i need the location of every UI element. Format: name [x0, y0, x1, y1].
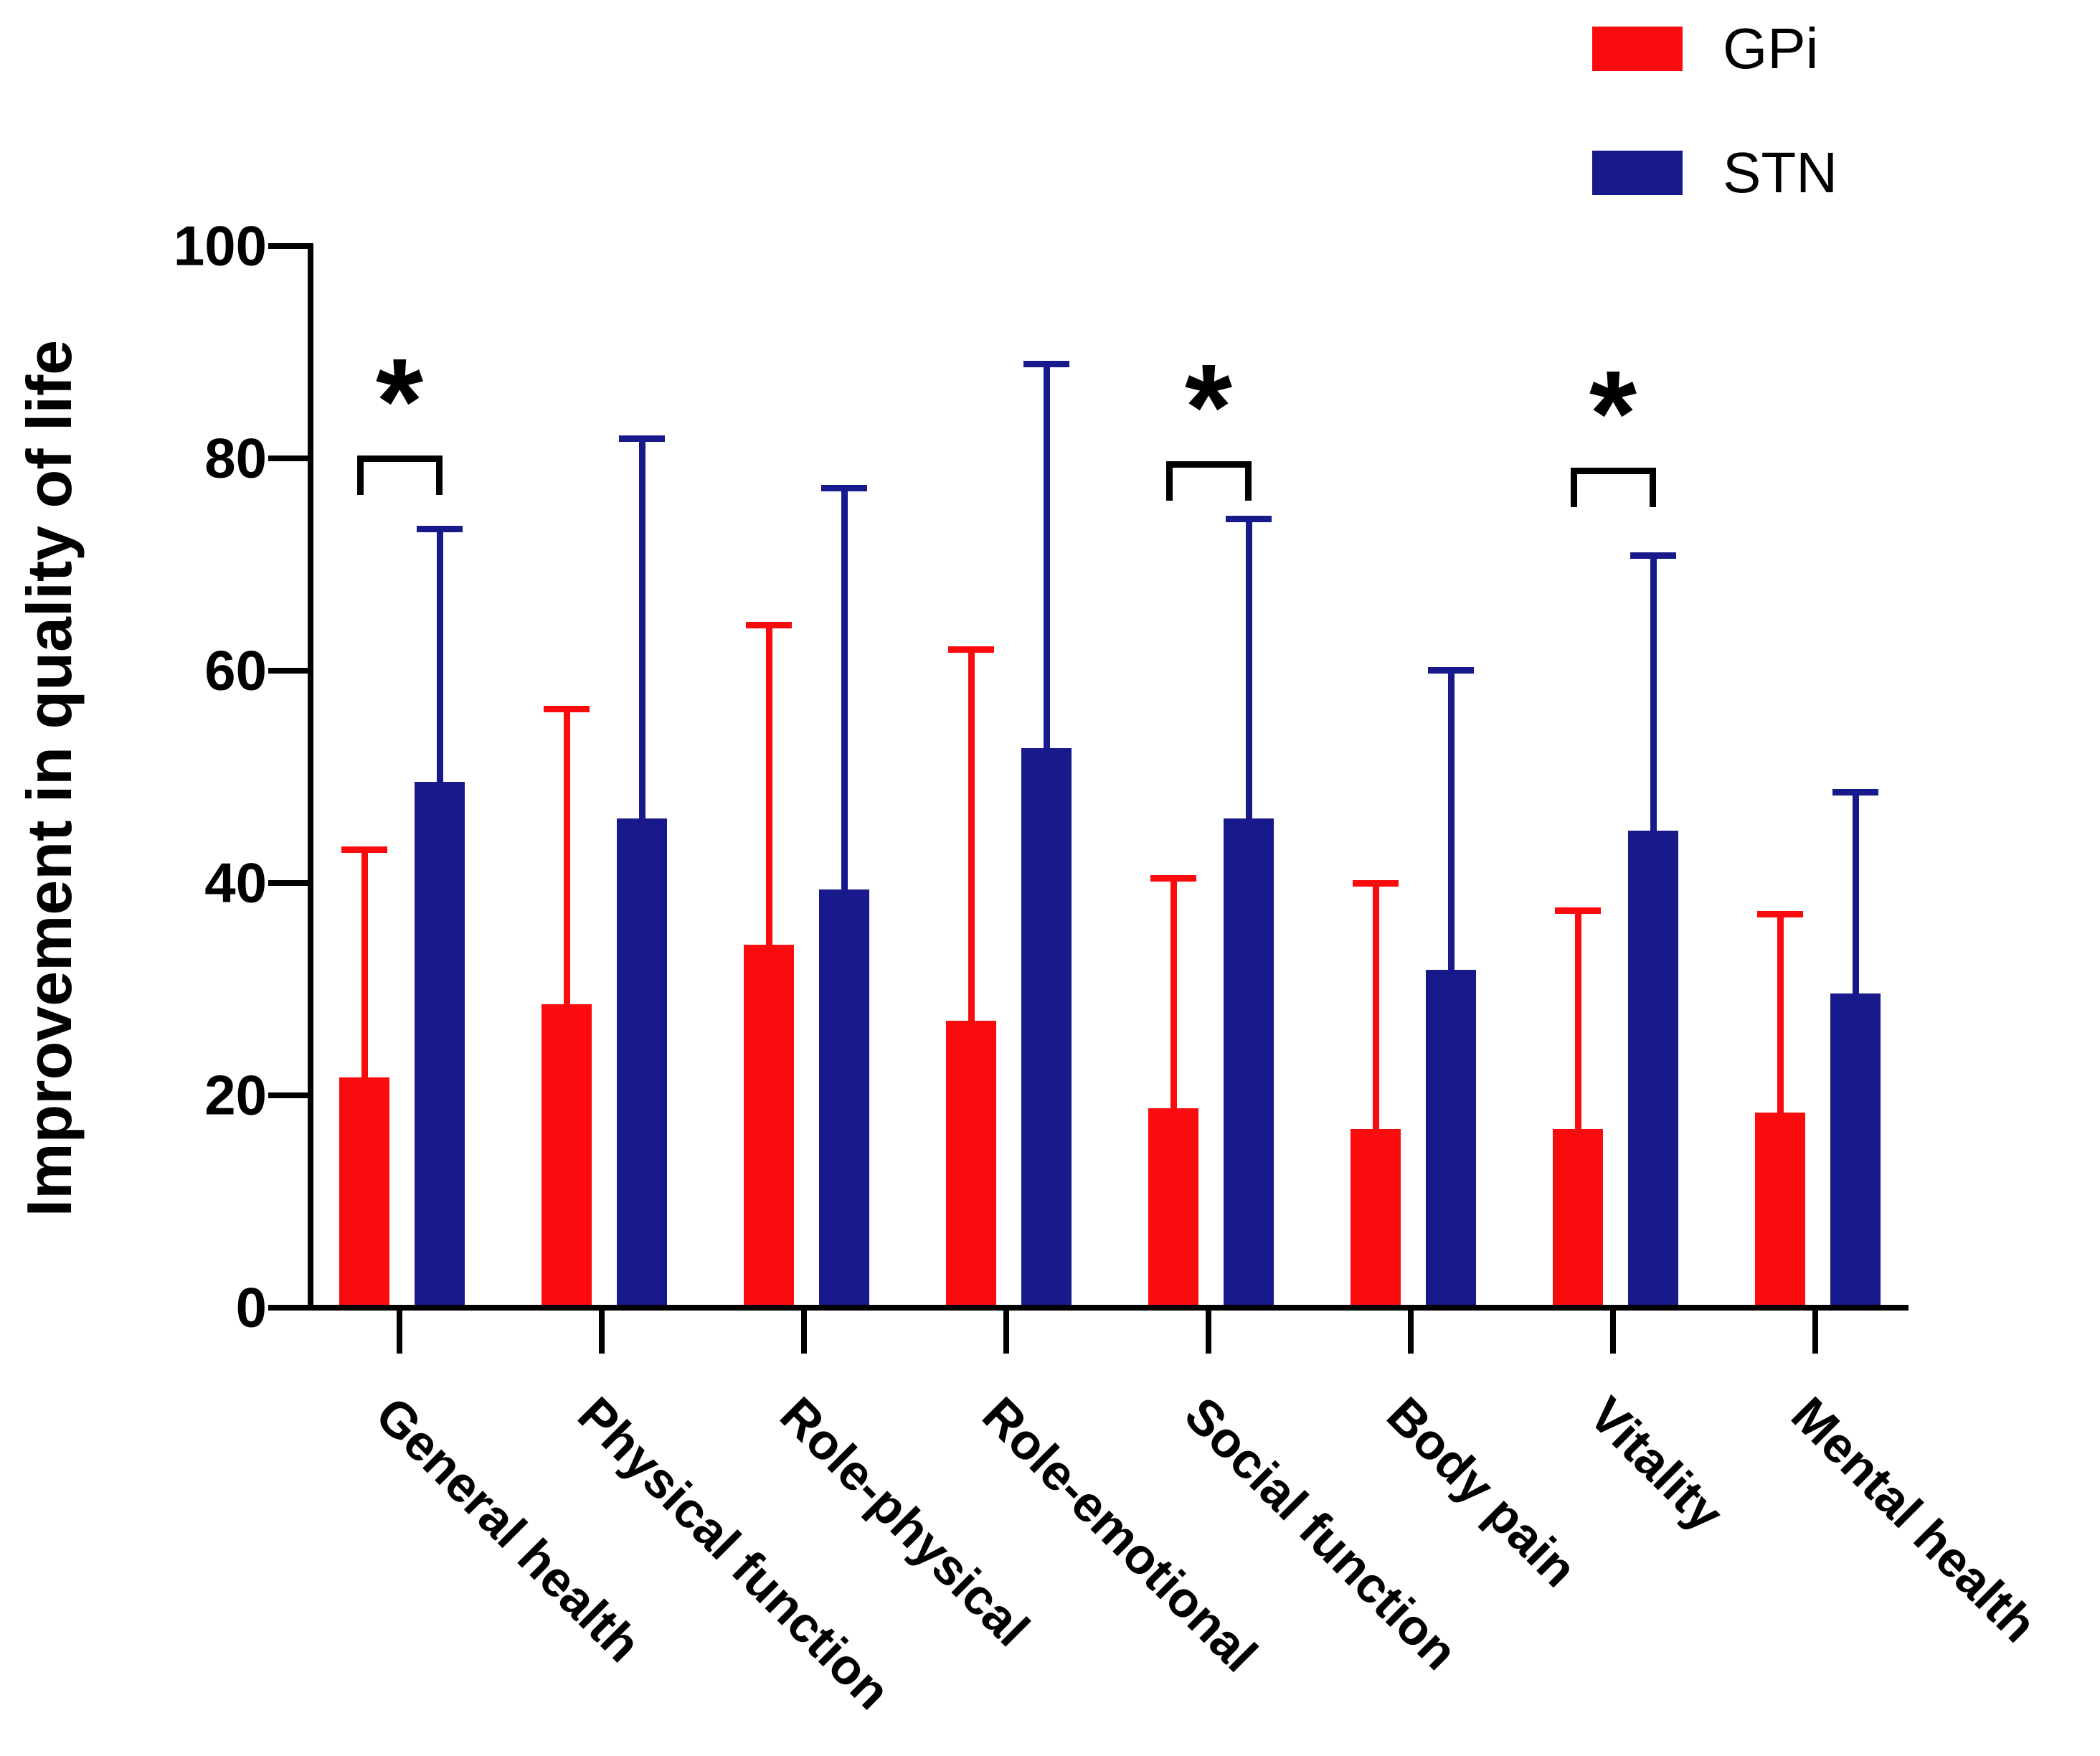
error-bar-cap: [619, 435, 665, 442]
bar-gpi-0: [339, 1077, 389, 1308]
bar-stn-6: [1628, 831, 1678, 1308]
significance-bracket-end: [436, 455, 443, 495]
error-bar-cap: [1428, 666, 1474, 674]
error-bar-cap: [341, 846, 387, 853]
legend-swatch-gpi: [1592, 27, 1683, 71]
error-bar-cap: [1832, 788, 1878, 796]
error-bar-cap: [417, 525, 463, 532]
bar-stn-2: [819, 889, 869, 1308]
y-tick-label: 40: [204, 851, 267, 915]
bar-stn-5: [1426, 970, 1476, 1308]
legend-label-gpi: GPi: [1723, 16, 1819, 80]
y-tick-label: 20: [204, 1063, 267, 1127]
bar-gpi-5: [1351, 1129, 1401, 1308]
y-tick-label: 80: [204, 426, 267, 490]
error-bar-cap: [746, 622, 792, 629]
error-bar-line: [1650, 554, 1657, 831]
x-category-label: Body pain: [1376, 1386, 1588, 1598]
error-bar-cap: [1226, 516, 1272, 523]
y-tick-mark: [268, 880, 308, 886]
error-bar-line: [361, 849, 368, 1077]
bar-gpi-3: [946, 1021, 996, 1308]
y-tick-mark: [268, 1092, 308, 1098]
bar-gpi-2: [744, 944, 794, 1308]
bar-gpi-1: [541, 1004, 592, 1308]
significance-asterisk: *: [375, 333, 424, 470]
bar-stn-3: [1021, 748, 1072, 1308]
x-category-label: Mental health: [1781, 1386, 2048, 1653]
y-tick-label: 100: [173, 214, 267, 278]
y-axis-line: [308, 243, 313, 1311]
error-bar-cap: [1757, 910, 1803, 917]
significance-asterisk: *: [1184, 339, 1233, 476]
x-tick-mark: [1610, 1311, 1616, 1354]
error-bar-cap: [1353, 880, 1399, 887]
y-axis-title: Improvement in quality of life: [14, 339, 85, 1217]
significance-bracket-end: [1650, 468, 1656, 508]
x-tick-mark: [801, 1311, 807, 1354]
y-tick-mark: [268, 455, 308, 461]
error-bar-cap: [821, 485, 867, 492]
significance-asterisk: *: [1589, 346, 1637, 483]
legend-label-stn: STN: [1723, 141, 1838, 204]
significance-bracket-end: [1571, 468, 1577, 508]
error-bar-line: [1852, 791, 1859, 993]
bar-gpi-7: [1755, 1112, 1805, 1308]
error-bar-line: [1170, 877, 1177, 1108]
legend-item-gpi: GPi: [1592, 16, 1819, 80]
bar-gpi-6: [1553, 1129, 1603, 1308]
error-bar-cap: [1150, 874, 1196, 882]
error-bar-line: [968, 649, 975, 1021]
error-bar-line: [841, 488, 848, 889]
error-bar-line: [638, 438, 645, 818]
error-bar-line: [563, 709, 570, 1004]
x-axis-line: [308, 1305, 1909, 1311]
y-tick-mark: [268, 668, 308, 674]
bar-stn-1: [617, 818, 667, 1308]
error-bar-line: [436, 528, 443, 783]
bar-gpi-4: [1148, 1108, 1198, 1308]
error-bar-line: [1574, 910, 1581, 1130]
y-tick-label: 0: [235, 1275, 267, 1339]
x-tick-mark: [1003, 1311, 1009, 1354]
bar-stn-0: [415, 782, 465, 1308]
error-bar-line: [1043, 364, 1050, 749]
significance-bracket: [1571, 468, 1656, 475]
legend-item-stn: STN: [1592, 141, 1838, 204]
x-tick-mark: [599, 1311, 605, 1354]
significance-bracket: [1166, 461, 1252, 468]
significance-bracket-end: [1245, 461, 1252, 501]
x-category-label: Vitality: [1579, 1386, 1734, 1542]
error-bar-cap: [544, 706, 590, 713]
significance-bracket-end: [357, 455, 364, 495]
error-bar-cap: [1023, 361, 1069, 368]
x-tick-mark: [1206, 1311, 1211, 1354]
error-bar-line: [1777, 913, 1784, 1113]
error-bar-cap: [1555, 907, 1601, 915]
x-tick-mark: [1812, 1311, 1818, 1354]
legend-swatch-stn: [1592, 151, 1683, 195]
x-tick-mark: [1408, 1311, 1414, 1354]
error-bar-cap: [1630, 552, 1676, 559]
y-tick-mark: [268, 1305, 308, 1311]
error-bar-line: [1447, 669, 1455, 971]
error-bar-cap: [948, 646, 994, 653]
y-tick-label: 60: [204, 638, 267, 702]
error-bar-line: [765, 625, 772, 945]
bar-stn-4: [1224, 818, 1274, 1308]
x-tick-mark: [397, 1311, 402, 1354]
significance-bracket: [357, 455, 443, 462]
error-bar-line: [1372, 883, 1379, 1130]
significance-bracket-end: [1166, 461, 1173, 501]
bar-stn-7: [1830, 993, 1881, 1308]
error-bar-line: [1245, 519, 1252, 818]
y-tick-mark: [268, 243, 308, 249]
